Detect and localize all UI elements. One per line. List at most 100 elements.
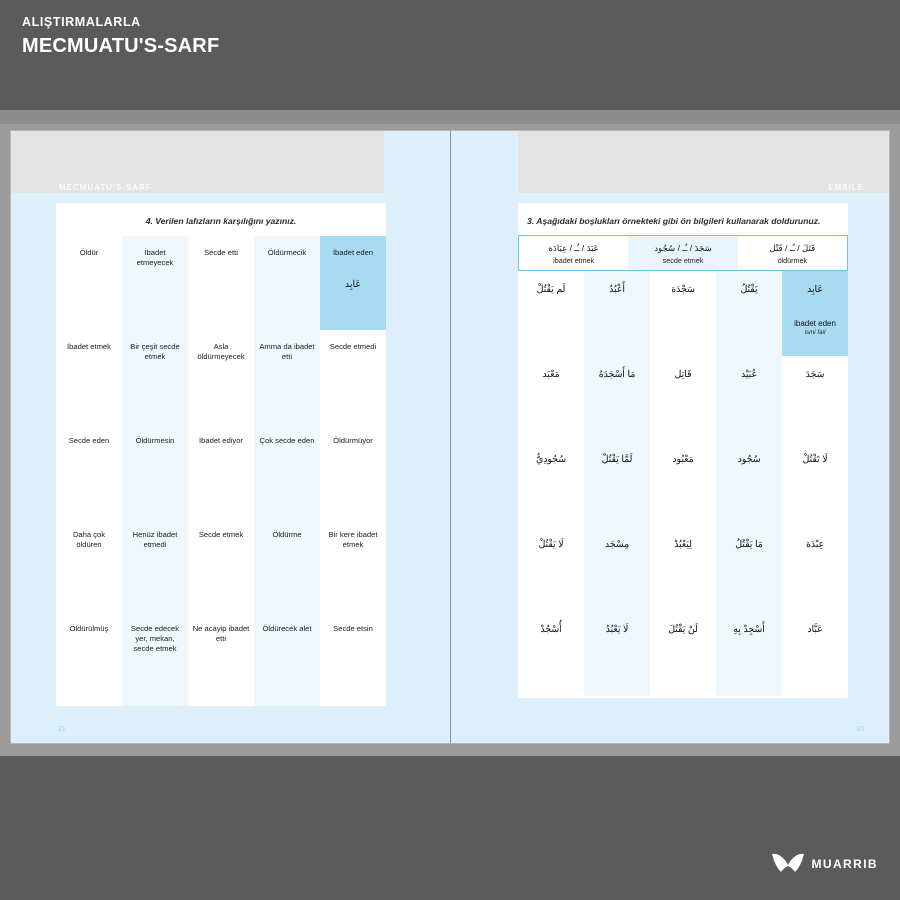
right-table-cell[interactable]: مَا يَقْتُلُ [716, 526, 782, 611]
left-table-cell-label: Öldürülmüş [69, 624, 109, 633]
left-table-cell[interactable]: Öldürmesin [122, 424, 188, 518]
root-pattern-translation: ibadet etmek [553, 255, 595, 265]
page-right-watermark: EMSİLE [828, 183, 864, 192]
right-table-cell[interactable]: عِبْدَة [782, 526, 848, 611]
right-table-header-cell: عَبَدَ / ـُـ / عِبَادَة ibadet etmek [519, 236, 628, 270]
right-table-header-cell: سَجَدَ / ـُـ / سُجُود secde etmek [628, 236, 738, 270]
left-table-cell[interactable]: Çok secde eden [254, 424, 320, 518]
right-table-cell[interactable]: أَسْجِدْ بِهِ [716, 611, 782, 696]
right-table-cell-arabic: عَابِد [807, 284, 823, 294]
left-table-cell[interactable]: Asla öldürmeyecek [188, 330, 254, 424]
right-table-header-row: قَتَلَ / ـُـ / قَتْل öldürmek سَجَدَ / ـُـ… [518, 235, 848, 271]
left-table-cell-label: İbadet ediyor [199, 436, 243, 445]
right-table-cell[interactable]: أُسْجُدْ [518, 611, 584, 696]
right-table-cell-arabic: مَا يَقْتُلُ [735, 539, 763, 549]
right-table-cell[interactable]: لَا تَقْتُلْ [782, 441, 848, 526]
right-table-cell-arabic: عِبْدَة [805, 539, 825, 549]
right-table-cell[interactable]: سُجُود [716, 441, 782, 526]
left-table-column: Secde etti Asla öldürmeyecek İbadet ediyor… [188, 236, 254, 706]
right-table-cell[interactable]: مِسْجَد [584, 526, 650, 611]
left-table-cell[interactable]: Öldürme [254, 518, 320, 612]
right-table-cell[interactable]: لَنْ يَقْتُلَ [650, 611, 716, 696]
right-table-cell-arabic: لَا تَقْتُلْ [802, 454, 828, 464]
left-table-cell-label: İbadet eden [332, 248, 374, 257]
right-table-cell[interactable]: سَجْدَة [650, 271, 716, 356]
right-table-cell[interactable]: عُبَيْد [716, 356, 782, 441]
left-table-cell[interactable]: Ne acayip ibadet etti [188, 612, 254, 706]
page-right-number: 20 [856, 726, 864, 733]
right-table-cell-arabic: قَاتِل [674, 369, 692, 379]
left-table-cell[interactable]: Secde etmedi [320, 330, 386, 424]
right-table-cell[interactable]: لَمَّا يَقْتُلْ [584, 441, 650, 526]
left-table-column: İbadet eden عَابِد Secde etmedi Öldürmüyor B… [320, 236, 386, 706]
left-table-cell[interactable]: Secde eden [56, 424, 122, 518]
brand-logo-text: MUARRIB [811, 857, 878, 871]
book-spread[interactable]: MECMUATU'S-SARF 4. Verilen lafızların ka… [10, 130, 890, 744]
root-pattern-arabic: قَتَلَ / ـُـ / قَتْل [769, 242, 816, 253]
left-table-cell-label: Öldürecek alet [262, 624, 312, 633]
right-table-cell-arabic: لِيَعْبُدْ [674, 539, 692, 549]
right-table-cell-arabic: لَم يَقْتُلْ [536, 284, 566, 294]
answer-grammar-note: ismi fail [804, 329, 826, 336]
left-table-cell[interactable]: Daha çok öldüren [56, 518, 122, 612]
left-table-cell[interactable]: Bir kere ibadet etmek [320, 518, 386, 612]
right-exercise-table[interactable]: قَتَلَ / ـُـ / قَتْل öldürmek سَجَدَ / ـُـ… [518, 235, 848, 696]
left-table-cell-label: İbadet etmeyecek [136, 248, 174, 267]
right-table-cell[interactable]: عَبَّاد [782, 611, 848, 696]
left-table-cell[interactable]: Bir çeşit secde etmek [122, 330, 188, 424]
right-table-body[interactable]: عَابِد ibadet eden ismi fail سَجَدَ لَا تَقْ… [518, 271, 848, 696]
left-table-cell[interactable]: Öldürecek alet [254, 612, 320, 706]
left-table-cell[interactable]: Henüz ibadet etmedi [122, 518, 188, 612]
right-table-cell-arabic: يَقْتُلُ [740, 284, 758, 294]
page-left[interactable]: MECMUATU'S-SARF 4. Verilen lafızların ka… [11, 131, 451, 743]
right-table-cell-answer: ibadet eden ismi fail [794, 318, 836, 337]
left-table-cell[interactable]: Secde etsin [320, 612, 386, 706]
left-table-cell[interactable]: İbadet ediyor [188, 424, 254, 518]
right-table-cell-arabic: لَمَّا يَقْتُلْ [601, 454, 633, 464]
left-table-cell-label: İbadet etmek [67, 342, 111, 351]
right-table-cell[interactable]: سُجُودِيٌّ [518, 441, 584, 526]
left-table-cell[interactable]: Secde edecek yer, mekan, secde etmek [122, 612, 188, 706]
page-right[interactable]: EMSİLE 3. Aşağıdaki boşlukları örnekteki… [451, 131, 889, 743]
left-table-cell[interactable]: Secde etmek [188, 518, 254, 612]
right-table-cell[interactable]: قَاتِل [650, 356, 716, 441]
exercise-card-left: 4. Verilen lafızların karşılığını yazını… [56, 203, 386, 706]
left-table-cell-label: Öldürme [272, 530, 302, 539]
left-table-cell-label: Çok secde eden [259, 436, 315, 445]
left-table-cell[interactable]: İbadet etmek [56, 330, 122, 424]
left-table-cell-label: Ne acayip ibadet etti [192, 624, 250, 643]
right-table-cell[interactable]: عَابِد ibadet eden ismi fail [782, 271, 848, 356]
left-table-cell[interactable]: Öldürmecik [254, 236, 320, 330]
right-table-cell[interactable]: مَعْبَد [518, 356, 584, 441]
left-answer-table[interactable]: Öldür İbadet etmek Secde eden Daha çok öldü… [56, 236, 386, 706]
right-table-cell-arabic: عَبَّاد [807, 624, 823, 634]
right-table-cell[interactable]: سَجَدَ [782, 356, 848, 441]
left-table-cell-label: Secde etti [204, 248, 238, 257]
left-table-column: Öldürmecik Amma da ibadet etti Çok secde e… [254, 236, 320, 706]
left-table-cell[interactable]: İbadet etmeyecek [122, 236, 188, 330]
page-left-top-band [11, 131, 384, 193]
right-table-cell[interactable]: أَعْبُدُ [584, 271, 650, 356]
left-table-cell[interactable]: İbadet eden عَابِد [320, 236, 386, 330]
right-table-column: لَم يَقْتُلْ مَعْبَد سُجُودِيٌّ لَا يَقْتُل… [518, 271, 584, 696]
left-table-cell[interactable]: Öldürmüyor [320, 424, 386, 518]
header-divider [0, 110, 900, 124]
right-table-cell[interactable]: لِيَعْبُدْ [650, 526, 716, 611]
right-table-cell[interactable]: لَم يَقْتُلْ [518, 271, 584, 356]
left-table-cell[interactable]: Amma da ibadet etti [254, 330, 320, 424]
root-pattern-translation: secde etmek [662, 255, 704, 265]
right-table-cell-arabic: لَنْ يَقْتُلَ [668, 624, 698, 634]
app-title: MECMUATU'S-SARF [22, 35, 220, 57]
right-table-cell[interactable]: مَا أَسْجَدَهُ [584, 356, 650, 441]
right-table-cell-arabic: مَعْبَد [542, 369, 560, 379]
right-table-cell[interactable]: يَقْتُلُ [716, 271, 782, 356]
right-table-cell-arabic: مِسْجَد [604, 539, 630, 549]
left-table-cell[interactable]: Öldürülmüş [56, 612, 122, 706]
right-table-cell-arabic: سُجُود [737, 454, 761, 464]
right-table-cell[interactable]: لَا يَقْتُلْ [518, 526, 584, 611]
left-table-cell[interactable]: Secde etti [188, 236, 254, 330]
left-table-cell[interactable]: Öldür [56, 236, 122, 330]
right-table-cell[interactable]: مَعْبُود [650, 441, 716, 526]
right-table-cell[interactable]: لَا يَعْبُدُ [584, 611, 650, 696]
left-table-cell-label: Secde etsin [333, 624, 373, 633]
